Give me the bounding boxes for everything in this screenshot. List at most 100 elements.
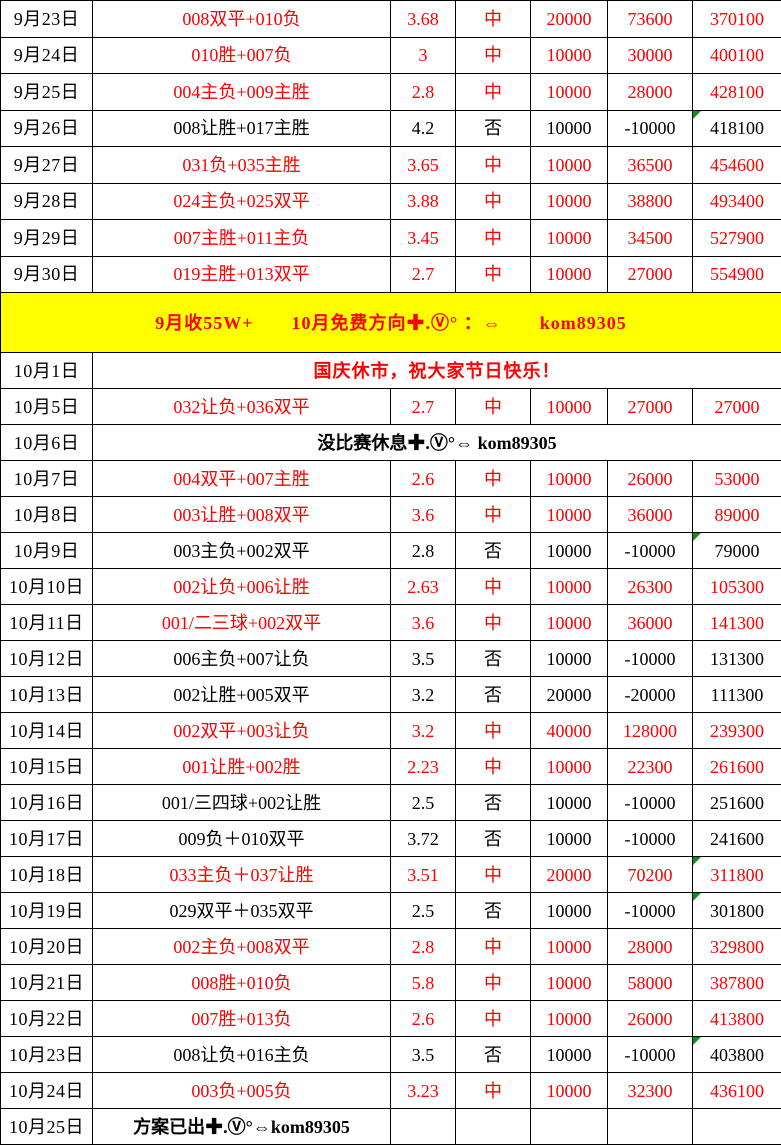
result-cell: 中	[456, 389, 531, 425]
picks-cell: 008让负+016主负	[93, 1037, 391, 1073]
total-cell: 141300	[693, 605, 781, 641]
result-cell: 中	[456, 147, 531, 184]
result-cell: 中	[456, 605, 531, 641]
stake-cell: 10000	[531, 147, 608, 184]
picks-cell: 003主负+002双平	[93, 533, 391, 569]
total-cell: 454600	[693, 147, 781, 184]
result-cell: 否	[456, 785, 531, 821]
notice-cell: 国庆休市，祝大家节日快乐！	[93, 353, 781, 389]
date-cell: 9月30日	[1, 256, 93, 293]
total-cell: 105300	[693, 569, 781, 605]
stake-cell: 10000	[531, 749, 608, 785]
result-cell: 否	[456, 677, 531, 713]
date-cell: 10月17日	[1, 821, 93, 857]
result-cell: 否	[456, 533, 531, 569]
empty-cell	[456, 1109, 531, 1145]
stake-cell: 10000	[531, 965, 608, 1001]
profit-cell: 70200	[608, 857, 693, 893]
total-cell: 79000	[693, 533, 781, 569]
odds-cell: 3.51	[391, 857, 456, 893]
empty-cell	[693, 1109, 781, 1145]
odds-cell: 2.7	[391, 389, 456, 425]
picks-cell: 007胜+013负	[93, 1001, 391, 1037]
profit-cell: 28000	[608, 74, 693, 111]
profit-cell: 30000	[608, 37, 693, 74]
picks-cell: 024主负+025双平	[93, 183, 391, 220]
date-cell: 9月29日	[1, 220, 93, 257]
profit-cell: 32300	[608, 1073, 693, 1109]
stake-cell: 10000	[531, 183, 608, 220]
picks-cell: 001/二三球+002双平	[93, 605, 391, 641]
total-cell: 89000	[693, 497, 781, 533]
stake-cell: 10000	[531, 893, 608, 929]
stake-cell: 10000	[531, 569, 608, 605]
picks-cell: 003负+005负	[93, 1073, 391, 1109]
date-cell: 10月13日	[1, 677, 93, 713]
total-cell: 301800	[693, 893, 781, 929]
odds-cell: 2.6	[391, 461, 456, 497]
result-cell: 中	[456, 1073, 531, 1109]
date-cell: 9月24日	[1, 37, 93, 74]
odds-cell: 2.8	[391, 533, 456, 569]
result-cell: 中	[456, 497, 531, 533]
date-cell: 10月6日	[1, 425, 93, 461]
date-cell: 10月15日	[1, 749, 93, 785]
odds-cell: 5.8	[391, 965, 456, 1001]
date-cell: 9月28日	[1, 183, 93, 220]
picks-cell: 003让胜+008双平	[93, 497, 391, 533]
result-cell: 中	[456, 461, 531, 497]
stake-cell: 10000	[531, 74, 608, 111]
stake-cell: 10000	[531, 497, 608, 533]
comment-marker-icon	[693, 111, 701, 119]
profit-cell: -10000	[608, 785, 693, 821]
total-cell: 311800	[693, 857, 781, 893]
date-cell: 10月7日	[1, 461, 93, 497]
result-cell: 否	[456, 1037, 531, 1073]
total-cell: 413800	[693, 1001, 781, 1037]
date-cell: 10月22日	[1, 1001, 93, 1037]
result-cell: 否	[456, 110, 531, 147]
total-cell: 27000	[693, 389, 781, 425]
date-cell: 10月10日	[1, 569, 93, 605]
stake-cell: 10000	[531, 1073, 608, 1109]
total-cell: 418100	[693, 110, 781, 147]
date-cell: 10月16日	[1, 785, 93, 821]
odds-cell: 2.23	[391, 749, 456, 785]
date-cell: 9月26日	[1, 110, 93, 147]
stake-cell: 10000	[531, 1001, 608, 1037]
picks-cell: 002主负+008双平	[93, 929, 391, 965]
stake-cell: 10000	[531, 37, 608, 74]
profit-cell: 26300	[608, 569, 693, 605]
picks-cell: 002让胜+005双平	[93, 677, 391, 713]
stake-cell: 20000	[531, 677, 608, 713]
total-cell: 251600	[693, 785, 781, 821]
result-cell: 中	[456, 749, 531, 785]
profit-cell: 34500	[608, 220, 693, 257]
profit-cell: -10000	[608, 893, 693, 929]
empty-cell	[391, 1109, 456, 1145]
odds-cell: 3	[391, 37, 456, 74]
odds-cell: 3.88	[391, 183, 456, 220]
result-cell: 否	[456, 821, 531, 857]
result-cell: 否	[456, 641, 531, 677]
total-cell: 131300	[693, 641, 781, 677]
stake-cell: 20000	[531, 1, 608, 38]
profit-cell: -20000	[608, 677, 693, 713]
profit-cell: -10000	[608, 110, 693, 147]
picks-cell: 002双平+003让负	[93, 713, 391, 749]
empty-cell	[608, 1109, 693, 1145]
picks-cell: 019主胜+013双平	[93, 256, 391, 293]
